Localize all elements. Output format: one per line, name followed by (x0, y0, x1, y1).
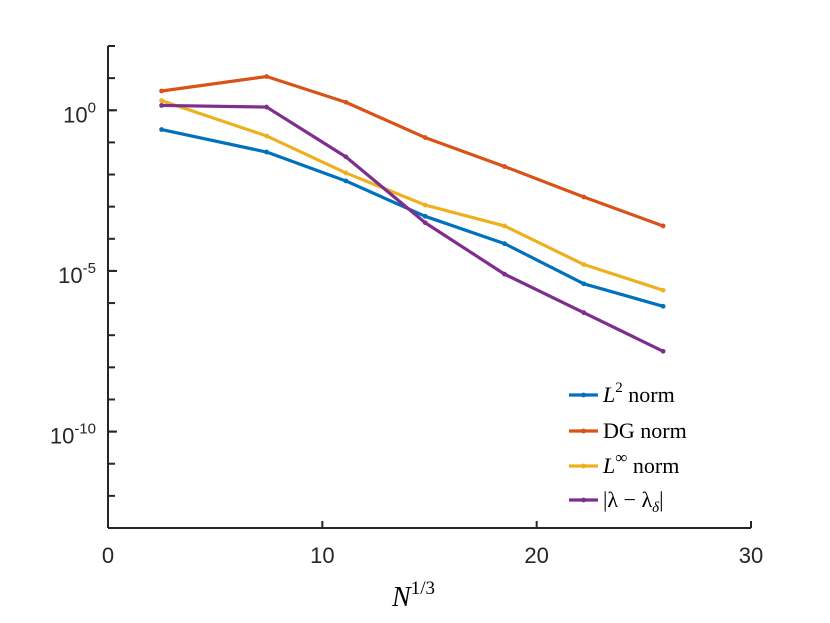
data-point (264, 149, 270, 155)
legend-label-linf-sup: ∞ (615, 448, 627, 467)
y-tick-label-exponent: -10 (74, 421, 96, 438)
data-point (422, 135, 428, 140)
data-point (660, 287, 666, 293)
legend-label-l2-sup: 2 (615, 380, 623, 396)
series-line (159, 99, 665, 292)
data-point (159, 98, 164, 104)
series-group (159, 74, 666, 354)
data-point (581, 194, 587, 200)
data-point (343, 178, 349, 184)
data-point (660, 348, 666, 354)
legend-label-dg: DG norm (603, 418, 687, 443)
data-point (581, 310, 587, 316)
y-tick-label: 100 (63, 99, 96, 127)
y-tick-label-exponent: -5 (83, 260, 96, 277)
legend-label-eig-main: |λ − λ (603, 487, 652, 512)
series-line (159, 103, 665, 353)
x-ticks: 0 10 20 30 (102, 521, 763, 568)
x-tick-label: 10 (310, 543, 334, 568)
x-axis-label-main: N (391, 582, 412, 613)
data-point (502, 241, 507, 247)
data-point (343, 154, 349, 160)
data-point (660, 303, 666, 309)
legend-label-l2-main: L (602, 382, 615, 407)
series-line (159, 127, 665, 308)
y-tick-label-exponent: 0 (88, 99, 96, 116)
legend-entry-dg: DG norm (569, 418, 687, 443)
data-point (660, 223, 666, 229)
x-tick-label: 30 (739, 543, 763, 568)
legend-label-linf-rest: norm (627, 453, 679, 478)
data-point (159, 88, 164, 94)
data-point (264, 74, 270, 79)
data-point (502, 271, 507, 277)
data-point (422, 213, 428, 219)
x-tick-label: 20 (524, 543, 548, 568)
legend-entry-eig: |λ − λδ| (569, 487, 664, 516)
data-point (422, 202, 428, 208)
data-point (422, 220, 428, 226)
data-point (264, 104, 270, 110)
data-point (502, 223, 507, 229)
legend-marker (581, 463, 586, 469)
y-tick-label: 10-5 (58, 260, 96, 288)
x-axis-label: N1/3 (391, 578, 435, 613)
legend-label-eig-rest: | (659, 487, 663, 512)
legend-label-eig-sub: δ (652, 500, 660, 516)
legend-label-linf: L∞ norm (602, 448, 679, 478)
data-point (581, 281, 587, 287)
legend-label-eig: |λ − λδ| (603, 487, 664, 516)
legend-marker (581, 428, 586, 434)
x-tick-label: 0 (102, 543, 114, 568)
legend: L2 norm DG norm L∞ norm |λ − λδ| (569, 380, 687, 516)
data-point (159, 127, 164, 132)
data-point (581, 262, 587, 267)
y-tick-label-base: 10 (63, 102, 87, 127)
legend-label-dg-main: DG norm (603, 418, 687, 443)
axes (107, 46, 751, 529)
legend-entry-l2: L2 norm (569, 380, 675, 407)
legend-marker (581, 392, 586, 398)
y-tick-label-base: 10 (50, 424, 74, 449)
legend-label-l2: L2 norm (602, 380, 675, 407)
legend-label-linf-main: L (602, 453, 615, 478)
x-axis-label-sup: 1/3 (411, 578, 435, 599)
data-point (264, 133, 270, 139)
data-point (343, 170, 349, 176)
y-tick-label: 10-10 (50, 421, 96, 449)
y-tick-label-base: 10 (58, 263, 82, 288)
data-point (159, 103, 164, 108)
legend-marker (581, 497, 586, 503)
data-point (343, 99, 349, 105)
series-line (159, 74, 665, 228)
legend-entry-linf: L∞ norm (569, 448, 679, 478)
data-point (502, 164, 507, 169)
legend-label-l2-rest: norm (623, 382, 675, 407)
